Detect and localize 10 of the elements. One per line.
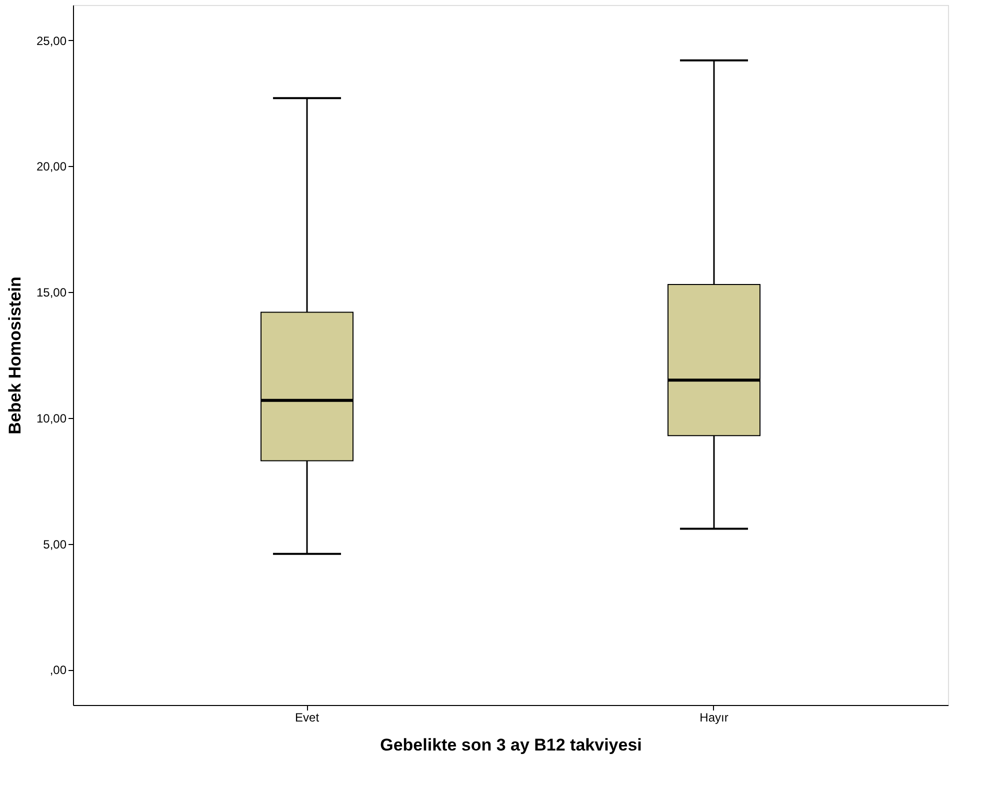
y-tick-label: 5,00 [43, 537, 67, 552]
y-tick-label: 25,00 [36, 34, 67, 48]
x-tick-label: Hayır [700, 710, 728, 724]
y-tick-label: 10,00 [36, 411, 67, 426]
y-tick-label: ,00 [50, 663, 67, 678]
y-tick-label: 20,00 [36, 160, 67, 174]
y-axis-title: Bebek Homosistein [5, 276, 24, 434]
y-tick-label: 15,00 [36, 286, 67, 300]
x-axis-title: Gebelikte son 3 ay B12 takviyesi [380, 736, 642, 754]
x-tick-label: Evet [295, 710, 320, 724]
